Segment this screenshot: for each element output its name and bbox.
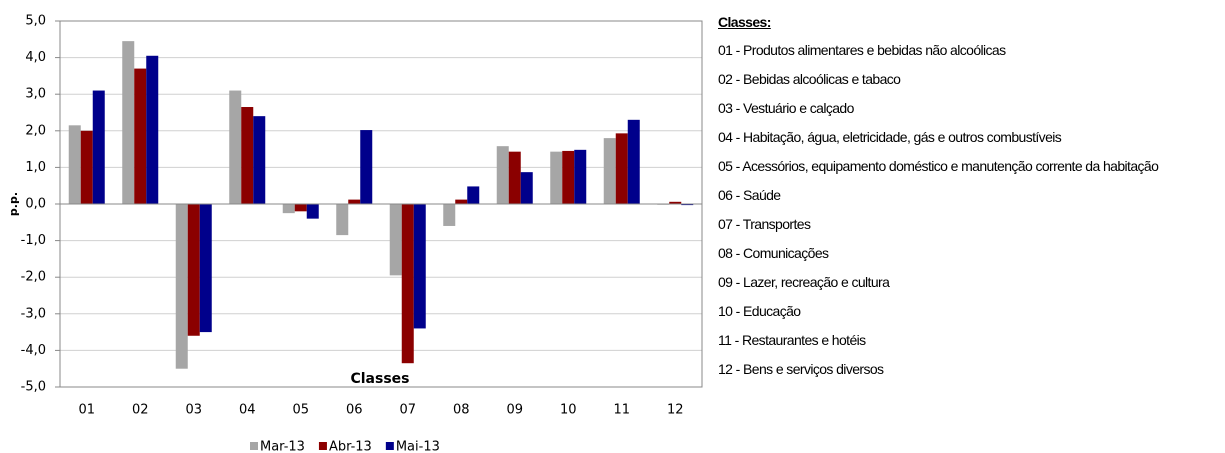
legend-swatch — [385, 442, 394, 450]
bar — [389, 204, 402, 276]
bar — [496, 146, 509, 204]
y-tick-label: -2,0 — [21, 270, 46, 285]
y-axis-label: p.p. — [7, 192, 20, 216]
y-tick-label: 0,0 — [25, 197, 46, 212]
legend-label: Abr-13 — [329, 440, 372, 453]
class-item: 04 - Habitação, água, eletricidade, gás … — [718, 129, 1062, 145]
bar — [187, 204, 200, 336]
bar — [241, 107, 254, 204]
bar — [348, 199, 361, 204]
bar — [627, 119, 640, 204]
class-item: 03 - Vestuário e calçado — [718, 100, 854, 116]
bar — [92, 90, 105, 204]
class-item: 12 - Bens e serviços diversos — [718, 361, 884, 377]
bar — [336, 204, 349, 236]
bar — [681, 204, 694, 206]
y-tick-label: -1,0 — [21, 233, 46, 248]
x-tick-label: 12 — [667, 403, 684, 418]
bar — [669, 201, 682, 204]
x-axis-label: Classes — [350, 371, 409, 387]
x-tick-label: 05 — [292, 403, 309, 418]
bar — [175, 204, 188, 369]
y-tick-label: 3,0 — [25, 87, 46, 102]
x-tick-label: 01 — [78, 403, 95, 418]
bar — [134, 68, 147, 204]
class-item: 10 - Educação — [718, 303, 801, 319]
x-tick-label: 07 — [399, 403, 416, 418]
y-tick-label: 4,0 — [25, 50, 46, 65]
bar — [443, 204, 456, 226]
y-tick-label: 2,0 — [25, 123, 46, 138]
y-tick-label: -3,0 — [21, 306, 46, 321]
bar — [574, 149, 587, 204]
bar — [455, 199, 468, 204]
x-tick-label: 02 — [132, 403, 149, 418]
x-tick-label: 08 — [453, 403, 470, 418]
bar — [550, 151, 563, 204]
bar — [306, 204, 319, 219]
bar — [294, 204, 307, 212]
class-item: 01 - Produtos alimentares e bebidas não … — [718, 42, 1006, 58]
y-tick-label: 5,0 — [25, 14, 46, 29]
chart: p.p. -5,0 -4,0 -3,0 -2,0 -1,0 0,0 1,0 2,0 3,0 4,0… — [7, 14, 703, 453]
y-tick-label: 1,0 — [25, 160, 46, 175]
bar — [360, 130, 373, 204]
x-tick-label: 10 — [560, 403, 577, 418]
bar — [401, 204, 414, 364]
bar — [282, 204, 295, 214]
bar — [603, 138, 616, 204]
bar — [615, 133, 628, 204]
bar — [467, 186, 480, 204]
bar — [199, 204, 212, 333]
bar — [508, 151, 521, 204]
legend-label: Mai-13 — [396, 440, 440, 453]
x-tick-label: 09 — [506, 403, 523, 418]
class-item: 07 - Transportes — [718, 216, 811, 232]
class-panel: Classes: 01 - Produtos alimentares e beb… — [718, 8, 1218, 385]
panel-title: Classes: — [718, 14, 771, 30]
legend-swatch — [250, 442, 258, 450]
class-item: 05 - Acessórios, equipamento doméstico e… — [718, 158, 1159, 174]
class-item: 02 - Bebidas alcoólicas e tabaco — [718, 71, 901, 87]
bar — [253, 116, 266, 204]
bar — [520, 172, 533, 204]
class-item: 06 - Saúde — [718, 187, 781, 203]
legend-label: Mar-13 — [260, 440, 305, 453]
class-item: 08 - Comunicações — [718, 245, 829, 261]
bar — [80, 130, 93, 204]
bar — [562, 150, 575, 204]
bar — [68, 125, 81, 204]
y-tick-label: -4,0 — [21, 343, 46, 358]
class-item: 09 - Lazer, recreação e cultura — [718, 274, 890, 290]
x-tick-label: 04 — [239, 403, 256, 418]
bar — [229, 90, 242, 204]
y-tick-label: -5,0 — [21, 380, 46, 395]
x-tick-label: 11 — [613, 403, 630, 418]
bar — [413, 204, 426, 329]
bar — [122, 41, 135, 204]
x-tick-label: 06 — [346, 403, 363, 418]
bar — [146, 55, 159, 204]
class-item: 11 - Restaurantes e hotéis — [718, 332, 866, 348]
x-tick-label: 03 — [185, 403, 202, 418]
legend-swatch — [318, 442, 327, 450]
